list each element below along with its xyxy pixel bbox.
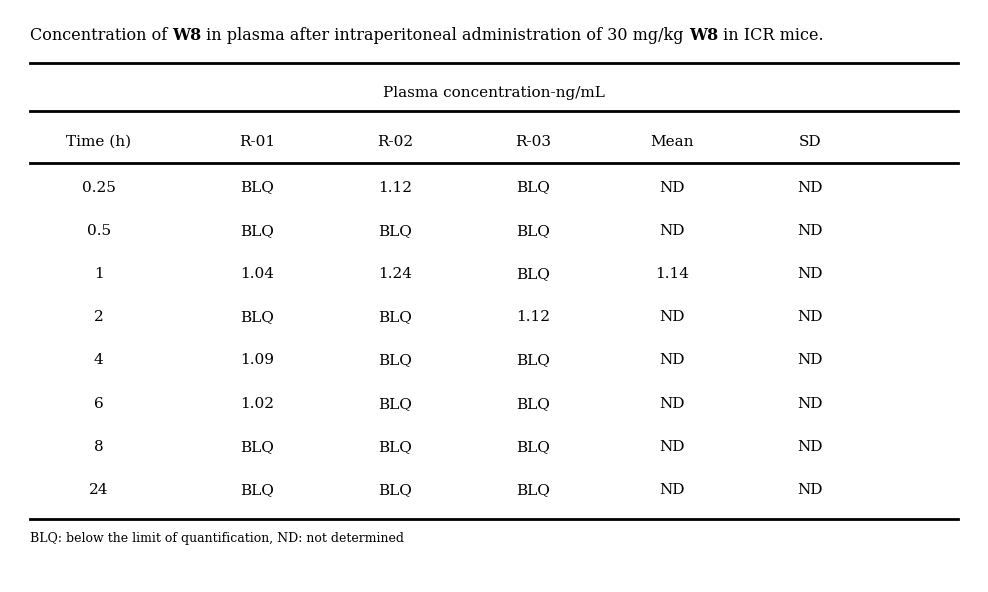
Text: 24: 24 [89,483,109,497]
Text: 1.12: 1.12 [517,310,550,324]
Text: BLQ: BLQ [378,397,412,411]
Text: W8: W8 [689,27,718,44]
Text: ND: ND [797,310,823,324]
Text: BLQ: BLQ [517,353,550,368]
Text: BLQ: BLQ [240,440,274,454]
Text: BLQ: BLQ [378,353,412,368]
Text: BLQ: BLQ [240,483,274,497]
Text: ND: ND [659,353,685,368]
Text: R-01: R-01 [239,135,275,149]
Text: BLQ: BLQ [240,224,274,238]
Text: BLQ: BLQ [378,224,412,238]
Text: ND: ND [797,224,823,238]
Text: ND: ND [659,181,685,195]
Text: 2: 2 [94,310,104,324]
Text: BLQ: BLQ [517,267,550,281]
Text: Time (h): Time (h) [66,135,131,149]
Text: R-03: R-03 [516,135,551,149]
Text: ND: ND [797,440,823,454]
Text: Concentration of: Concentration of [30,27,172,44]
Text: ND: ND [797,483,823,497]
Text: 1.04: 1.04 [240,267,274,281]
Text: Plasma concentration-ng/mL: Plasma concentration-ng/mL [383,86,605,100]
Text: ND: ND [797,267,823,281]
Text: 0.5: 0.5 [87,224,111,238]
Text: BLQ: BLQ [378,440,412,454]
Text: ND: ND [797,181,823,195]
Text: W8: W8 [172,27,202,44]
Text: BLQ: BLQ [517,224,550,238]
Text: BLQ: BLQ [240,310,274,324]
Text: BLQ: BLQ [517,397,550,411]
Text: ND: ND [659,397,685,411]
Text: 4: 4 [94,353,104,368]
Text: ND: ND [659,440,685,454]
Text: R-02: R-02 [377,135,413,149]
Text: ND: ND [659,224,685,238]
Text: 6: 6 [94,397,104,411]
Text: BLQ: BLQ [517,181,550,195]
Text: in plasma after intraperitoneal administration of 30 mg/kg: in plasma after intraperitoneal administ… [202,27,689,44]
Text: BLQ: below the limit of quantification, ND: not determined: BLQ: below the limit of quantification, … [30,532,404,545]
Text: BLQ: BLQ [240,181,274,195]
Text: SD: SD [799,135,821,149]
Text: BLQ: BLQ [378,483,412,497]
Text: 1.02: 1.02 [240,397,274,411]
Text: 1.09: 1.09 [240,353,274,368]
Text: 1.24: 1.24 [378,267,412,281]
Text: ND: ND [659,310,685,324]
Text: ND: ND [797,397,823,411]
Text: BLQ: BLQ [517,483,550,497]
Text: ND: ND [659,483,685,497]
Text: in ICR mice.: in ICR mice. [718,27,824,44]
Text: BLQ: BLQ [517,440,550,454]
Text: BLQ: BLQ [378,310,412,324]
Text: ND: ND [797,353,823,368]
Text: 8: 8 [94,440,104,454]
Text: 0.25: 0.25 [82,181,116,195]
Text: Mean: Mean [650,135,694,149]
Text: 1.14: 1.14 [655,267,689,281]
Text: 1: 1 [94,267,104,281]
Text: 1.12: 1.12 [378,181,412,195]
